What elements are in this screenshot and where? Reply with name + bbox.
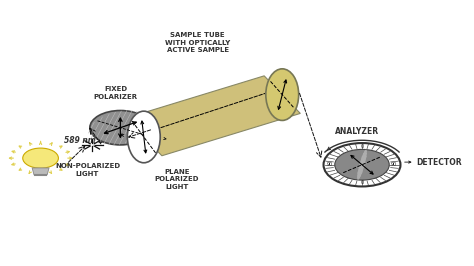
Circle shape (90, 110, 151, 145)
Text: 90: 90 (327, 162, 333, 167)
Text: 0: 0 (360, 144, 364, 149)
Ellipse shape (266, 69, 299, 120)
Text: 589 nm LED: 589 nm LED (64, 136, 115, 145)
Text: 0: 0 (360, 180, 364, 185)
Polygon shape (32, 168, 49, 175)
Text: FIXED
POLARIZER: FIXED POLARIZER (93, 86, 138, 100)
Circle shape (335, 149, 389, 180)
Ellipse shape (128, 111, 160, 163)
Text: ANALYZER: ANALYZER (335, 127, 379, 136)
Circle shape (23, 148, 58, 168)
Text: DETECTOR: DETECTOR (416, 158, 462, 167)
Text: NON-POLARIZED
LIGHT: NON-POLARIZED LIGHT (55, 163, 120, 177)
Text: PLANE
POLARIZED
LIGHT: PLANE POLARIZED LIGHT (155, 169, 199, 190)
Circle shape (324, 143, 401, 186)
Text: SAMPLE TUBE
WITH OPTICALLY
ACTIVE SAMPLE: SAMPLE TUBE WITH OPTICALLY ACTIVE SAMPLE (165, 32, 230, 53)
Polygon shape (126, 76, 301, 156)
Text: 90: 90 (391, 162, 397, 167)
